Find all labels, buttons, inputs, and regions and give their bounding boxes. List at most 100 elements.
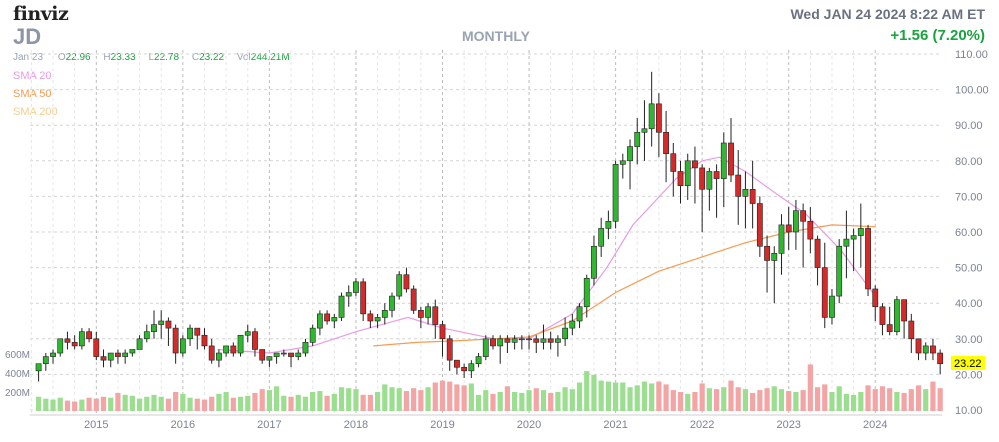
candle-body-up — [244, 331, 251, 336]
ticker-symbol: JD — [13, 24, 42, 49]
candle — [100, 349, 107, 368]
candle — [288, 352, 294, 368]
volume-bar — [576, 382, 583, 411]
candle — [187, 324, 193, 346]
volume-bar — [72, 401, 78, 411]
candle — [461, 363, 468, 378]
candle-body-down — [915, 338, 922, 354]
candle — [331, 313, 338, 329]
candle — [50, 349, 56, 364]
volume-bar — [418, 390, 424, 411]
volume-bar — [281, 395, 287, 411]
volume-bar — [136, 398, 143, 411]
candle-body-up — [266, 356, 273, 361]
y-tick-label: 80.00 — [955, 156, 983, 168]
volume-bar — [483, 390, 489, 411]
volume-bar — [569, 389, 575, 411]
volume-bar — [144, 396, 150, 411]
volume-bar — [771, 386, 777, 411]
close-value: 23.22 — [199, 52, 225, 63]
volume-bar — [122, 394, 128, 411]
candle — [64, 331, 71, 350]
volume-bar — [699, 383, 705, 411]
finviz-logo[interactable]: finviz — [13, 3, 69, 25]
candle-body-up — [42, 356, 49, 365]
volume-bar — [209, 396, 215, 411]
candle-body-up — [706, 171, 713, 190]
candle — [280, 349, 287, 357]
volume-bar — [389, 387, 395, 411]
candle — [720, 132, 727, 208]
candle — [446, 335, 453, 371]
candle — [655, 93, 662, 158]
candle-body-down — [201, 334, 208, 347]
candle-body-up — [619, 160, 626, 165]
candle — [800, 203, 807, 268]
candle-body-down — [490, 338, 496, 347]
volume-bar — [800, 390, 806, 411]
candle — [627, 139, 633, 190]
volume-bar — [64, 400, 71, 411]
candle-body-up — [612, 164, 619, 222]
candle-body-down — [288, 352, 294, 357]
volume-bar — [778, 389, 785, 411]
volume-bar — [425, 387, 431, 411]
candle-body-up — [511, 338, 518, 343]
volume-bar — [843, 393, 849, 411]
candle — [706, 167, 713, 211]
candle — [735, 150, 742, 225]
sma20-line — [217, 156, 876, 354]
candle — [872, 285, 879, 321]
last-price-label: 23.22 — [954, 358, 982, 370]
candle — [338, 292, 345, 321]
x-tick-label: 2018 — [344, 419, 368, 431]
candle — [821, 242, 828, 329]
candle-body-up — [526, 338, 532, 341]
candle-body-down — [165, 320, 172, 329]
volume-bar — [923, 389, 929, 411]
candle — [151, 310, 157, 339]
candle-body-up — [302, 342, 309, 354]
candle-body-down — [547, 338, 554, 343]
candle-body-up — [836, 245, 843, 297]
candle-body-down — [814, 238, 821, 268]
candle-body-down — [655, 103, 662, 133]
candle-body-up — [122, 352, 129, 357]
candle — [843, 210, 850, 279]
candle — [345, 285, 352, 307]
candle-body-down — [360, 281, 367, 315]
candle — [634, 118, 641, 165]
volume-bar — [915, 385, 922, 411]
volume-bar — [165, 398, 172, 411]
candle — [136, 335, 143, 350]
candle-body-up — [778, 224, 785, 254]
candle-body-up — [374, 317, 381, 322]
volume-bar — [274, 386, 280, 411]
volume-value: 244.21M — [250, 52, 290, 63]
candle — [309, 324, 316, 346]
volume-bar — [721, 387, 727, 411]
candle-body-down — [764, 245, 770, 261]
candle — [591, 235, 597, 286]
candle — [244, 324, 251, 343]
candle — [865, 224, 871, 297]
candle — [850, 228, 857, 272]
candle-body-up — [280, 352, 287, 355]
candle-body-up — [598, 228, 605, 247]
candle — [605, 210, 612, 240]
candle-body-up — [107, 352, 114, 361]
candle — [778, 214, 785, 275]
volume-bar — [858, 392, 864, 411]
candle-body-down — [252, 331, 258, 350]
candle-body-down — [194, 327, 201, 336]
candle — [158, 310, 165, 339]
candle — [122, 349, 129, 364]
x-tick-label: 2021 — [603, 419, 627, 431]
candle-body-up — [893, 299, 900, 332]
candle — [908, 313, 915, 354]
volume-bar — [338, 387, 345, 411]
candle-body-up — [684, 160, 691, 187]
low-label: L — [148, 52, 155, 63]
candle-body-down — [417, 310, 424, 318]
